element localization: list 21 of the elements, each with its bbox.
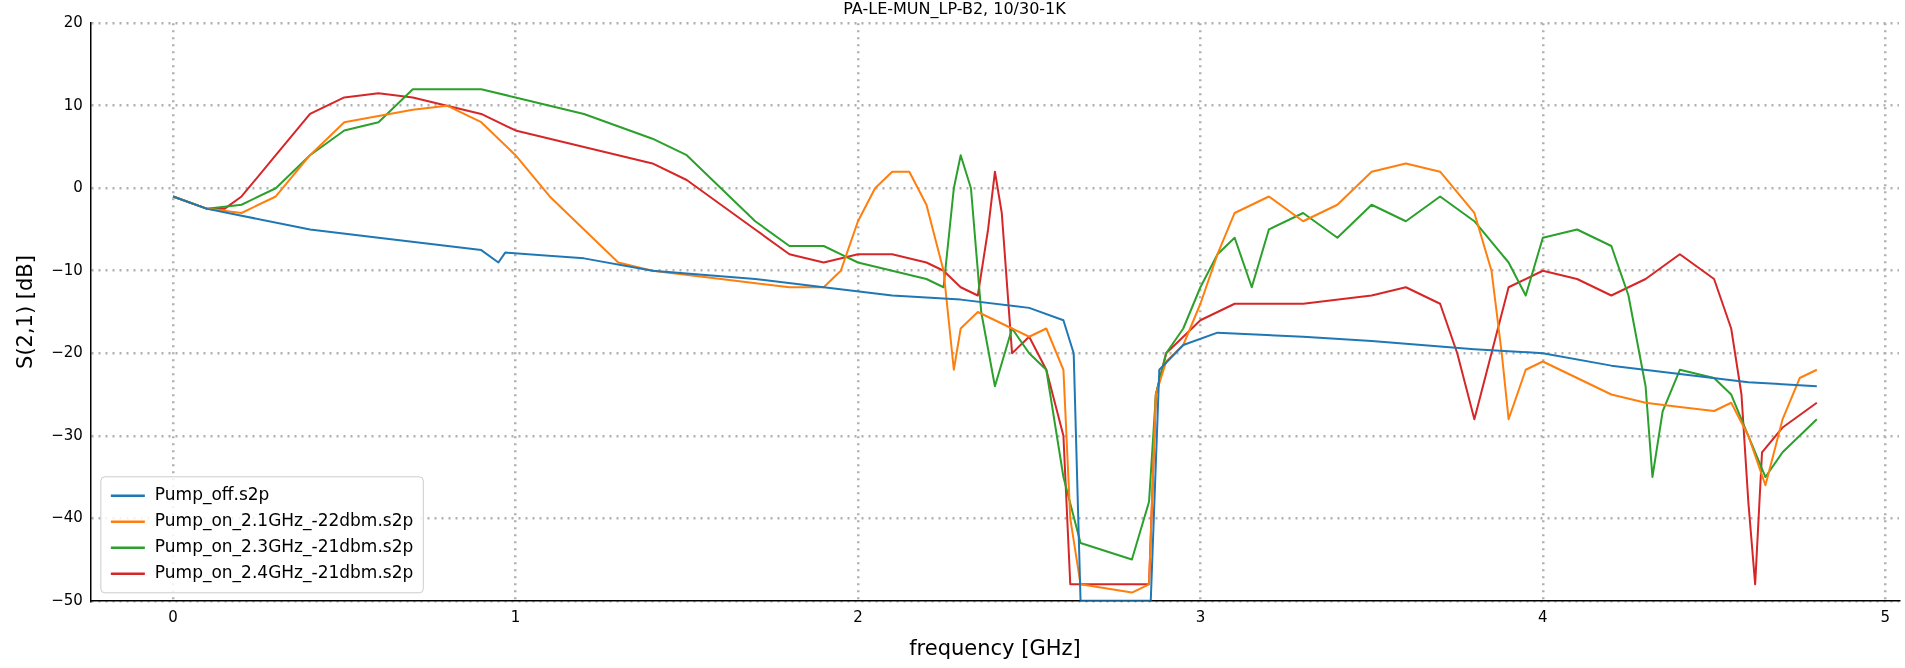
y-axis-title: S(2,1) [dB]: [13, 255, 38, 369]
x-tick-label: 2: [853, 607, 863, 626]
y-tick-label: −20: [51, 343, 83, 362]
y-tick-label: −30: [51, 425, 83, 444]
y-tick-label: 20: [63, 13, 83, 32]
y-tick-label: 0: [73, 178, 83, 197]
legend-label: Pump_on_2.3GHz_-21dbm.s2p: [154, 536, 414, 558]
x-tick-label: 4: [1538, 607, 1548, 626]
legend-label: Pump_off.s2p: [154, 484, 270, 506]
y-tick-label: −10: [51, 260, 83, 279]
legend-label: Pump_on_2.4GHz_-21dbm.s2p: [154, 562, 414, 584]
x-tick-label: 1: [510, 607, 521, 626]
x-tick-label: 3: [1195, 607, 1206, 626]
x-tick-label: 5: [1880, 607, 1891, 626]
chart-title: PA-LE-MUN_LP-B2, 10/30-1K: [843, 0, 1067, 19]
legend-label: Pump_on_2.1GHz_-22dbm.s2p: [154, 510, 414, 532]
y-tick-label: 10: [63, 95, 83, 114]
y-tick-label: −40: [51, 508, 83, 527]
y-tick-label: −50: [51, 590, 83, 609]
x-tick-label: 0: [168, 607, 178, 626]
x-axis-title: frequency [GHz]: [909, 635, 1081, 660]
